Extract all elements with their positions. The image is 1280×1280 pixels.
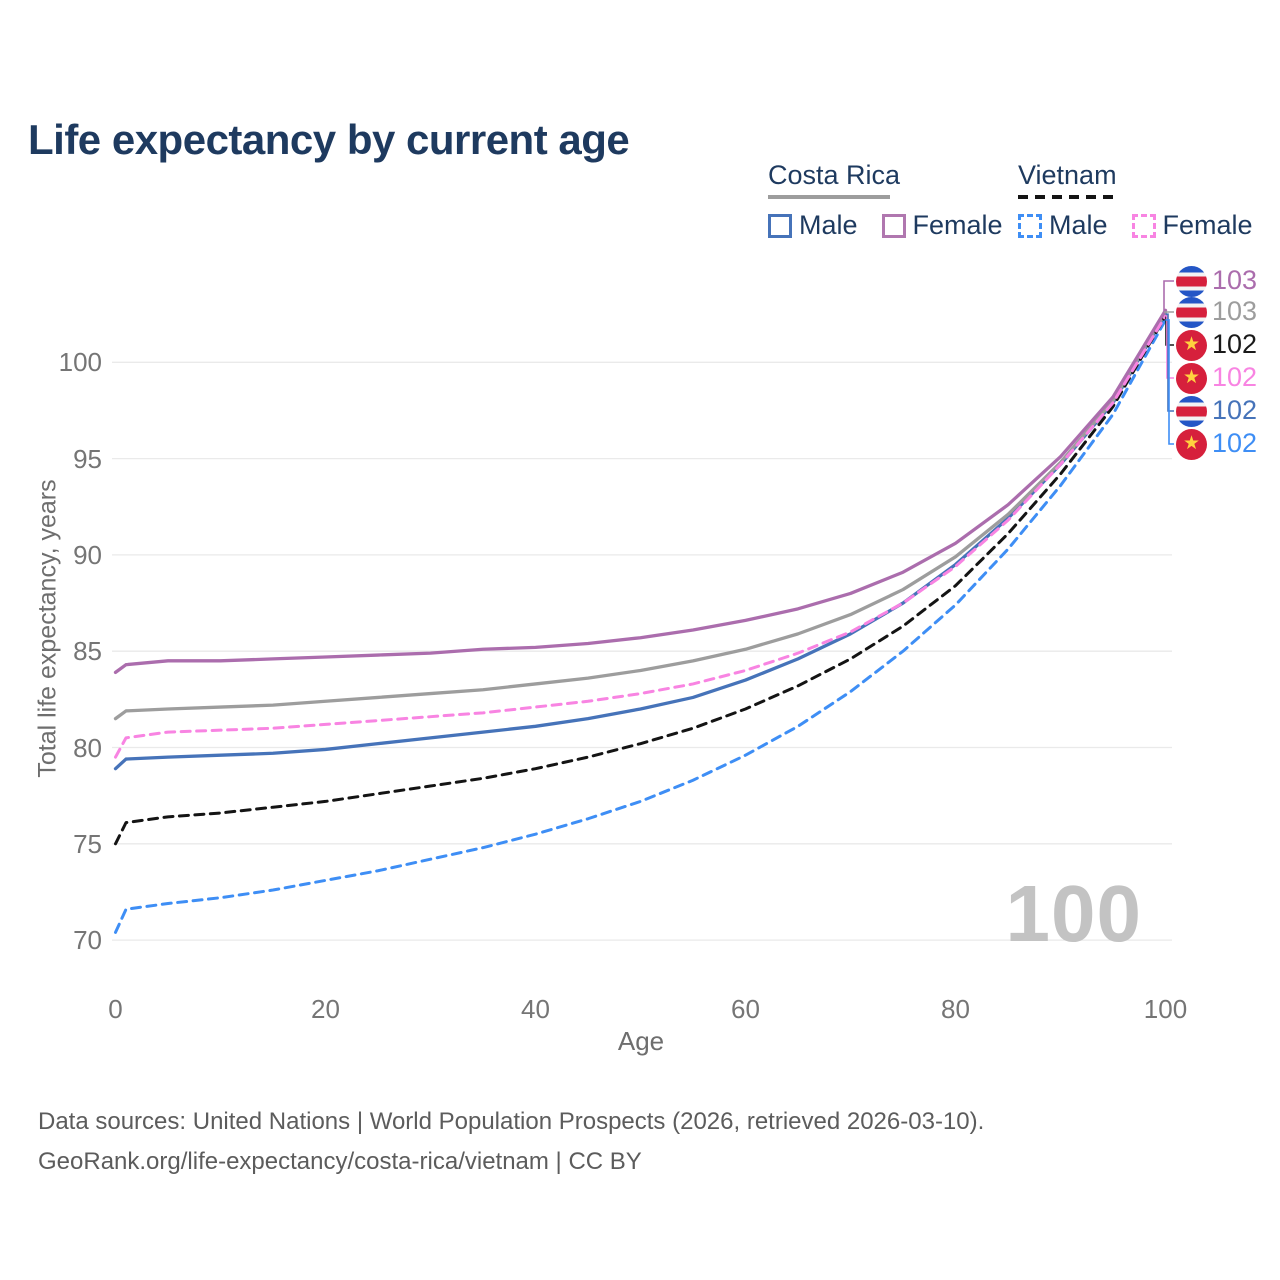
end-value-costa-rica-female: 103 — [1212, 265, 1258, 295]
vietnam-star-icon: ★ — [1182, 367, 1201, 388]
vietnam-flag-icon: ★ — [1176, 329, 1207, 361]
legend-group-title-costa-rica: Costa Rica — [768, 160, 901, 190]
x-tick-20: 20 — [311, 994, 340, 1024]
legend-label-vietnam-female: Female — [1162, 210, 1253, 240]
legend-label-costa-rica-female: Female — [912, 210, 1003, 240]
y-tick-80: 80 — [73, 732, 102, 763]
leader-line-vietnam-female — [1165, 315, 1174, 379]
x-axis-title: Age — [617, 1026, 665, 1056]
costa-rica-flag-icon — [1176, 296, 1207, 328]
legend-items-costa-rica: Male Female — [768, 210, 1027, 241]
legend-swatch-costa-rica-male — [768, 213, 792, 238]
data-sources-note: Data sources: United Nations | World Pop… — [38, 1108, 985, 1135]
leader-line-costa-rica-female — [1163, 280, 1174, 312]
y-tick-100: 100 — [58, 347, 102, 378]
legend-items-vietnam: Male Female — [1018, 210, 1277, 241]
y-tick-70: 70 — [73, 925, 102, 956]
series-line-costa-rica-male — [113, 312, 1168, 771]
y-tick-75: 75 — [73, 828, 102, 859]
end-value-costa-rica-male: 102 — [1212, 395, 1258, 425]
x-tick-80: 80 — [941, 994, 970, 1024]
x-tick-40: 40 — [521, 994, 550, 1024]
end-value-vietnam-male: 102 — [1212, 428, 1258, 458]
legend-swatch-vietnam-male — [1018, 213, 1042, 238]
series-line-vietnam — [114, 314, 1167, 846]
y-tick-85: 85 — [73, 636, 102, 667]
end-value-vietnam-female: 102 — [1212, 362, 1258, 392]
vietnam-star-icon: ★ — [1182, 433, 1201, 454]
legend-swatch-vietnam-female — [1131, 213, 1156, 238]
x-tick-60: 60 — [731, 994, 760, 1024]
series-line-costa-rica — [113, 310, 1168, 721]
costa-rica-flag-icon — [1176, 265, 1207, 297]
legend-rule-costa-rica — [768, 195, 890, 199]
legend-rule-vietnam — [1018, 195, 1118, 199]
costa-rica-flag-icon — [1176, 395, 1207, 427]
end-value-vietnam: 102 — [1212, 329, 1258, 359]
chart-title: Life expectancy by current age — [28, 116, 630, 164]
legend-group-title-vietnam: Vietnam — [1018, 160, 1117, 190]
vietnam-flag-icon: ★ — [1176, 362, 1207, 394]
x-tick-100: 100 — [1143, 994, 1188, 1024]
end-value-costa-rica: 103 — [1212, 296, 1258, 326]
series-line-costa-rica-female — [113, 308, 1168, 675]
y-tick-90: 90 — [73, 539, 102, 570]
age-watermark: 100 — [1005, 869, 1142, 958]
legend-label-vietnam-male: Male — [1049, 210, 1108, 240]
vietnam-flag-icon: ★ — [1176, 428, 1207, 460]
vietnam-star-icon: ★ — [1182, 334, 1201, 355]
leader-line-costa-rica-male — [1165, 313, 1174, 412]
legend-label-costa-rica-male: Male — [799, 210, 858, 240]
series-line-vietnam-male — [114, 318, 1167, 934]
x-tick-0: 0 — [108, 994, 123, 1024]
y-tick-95: 95 — [73, 443, 102, 474]
legend-group-costa-rica: Costa Rica Male Female — [768, 160, 1027, 241]
leader-line-vietnam-male — [1165, 319, 1174, 445]
legend-swatch-costa-rica-female — [881, 213, 906, 238]
series-line-vietnam-female — [114, 314, 1167, 759]
attribution-note: GeoRank.org/life-expectancy/costa-rica/v… — [38, 1148, 642, 1175]
legend-group-vietnam: Vietnam Male Female — [1018, 160, 1277, 241]
